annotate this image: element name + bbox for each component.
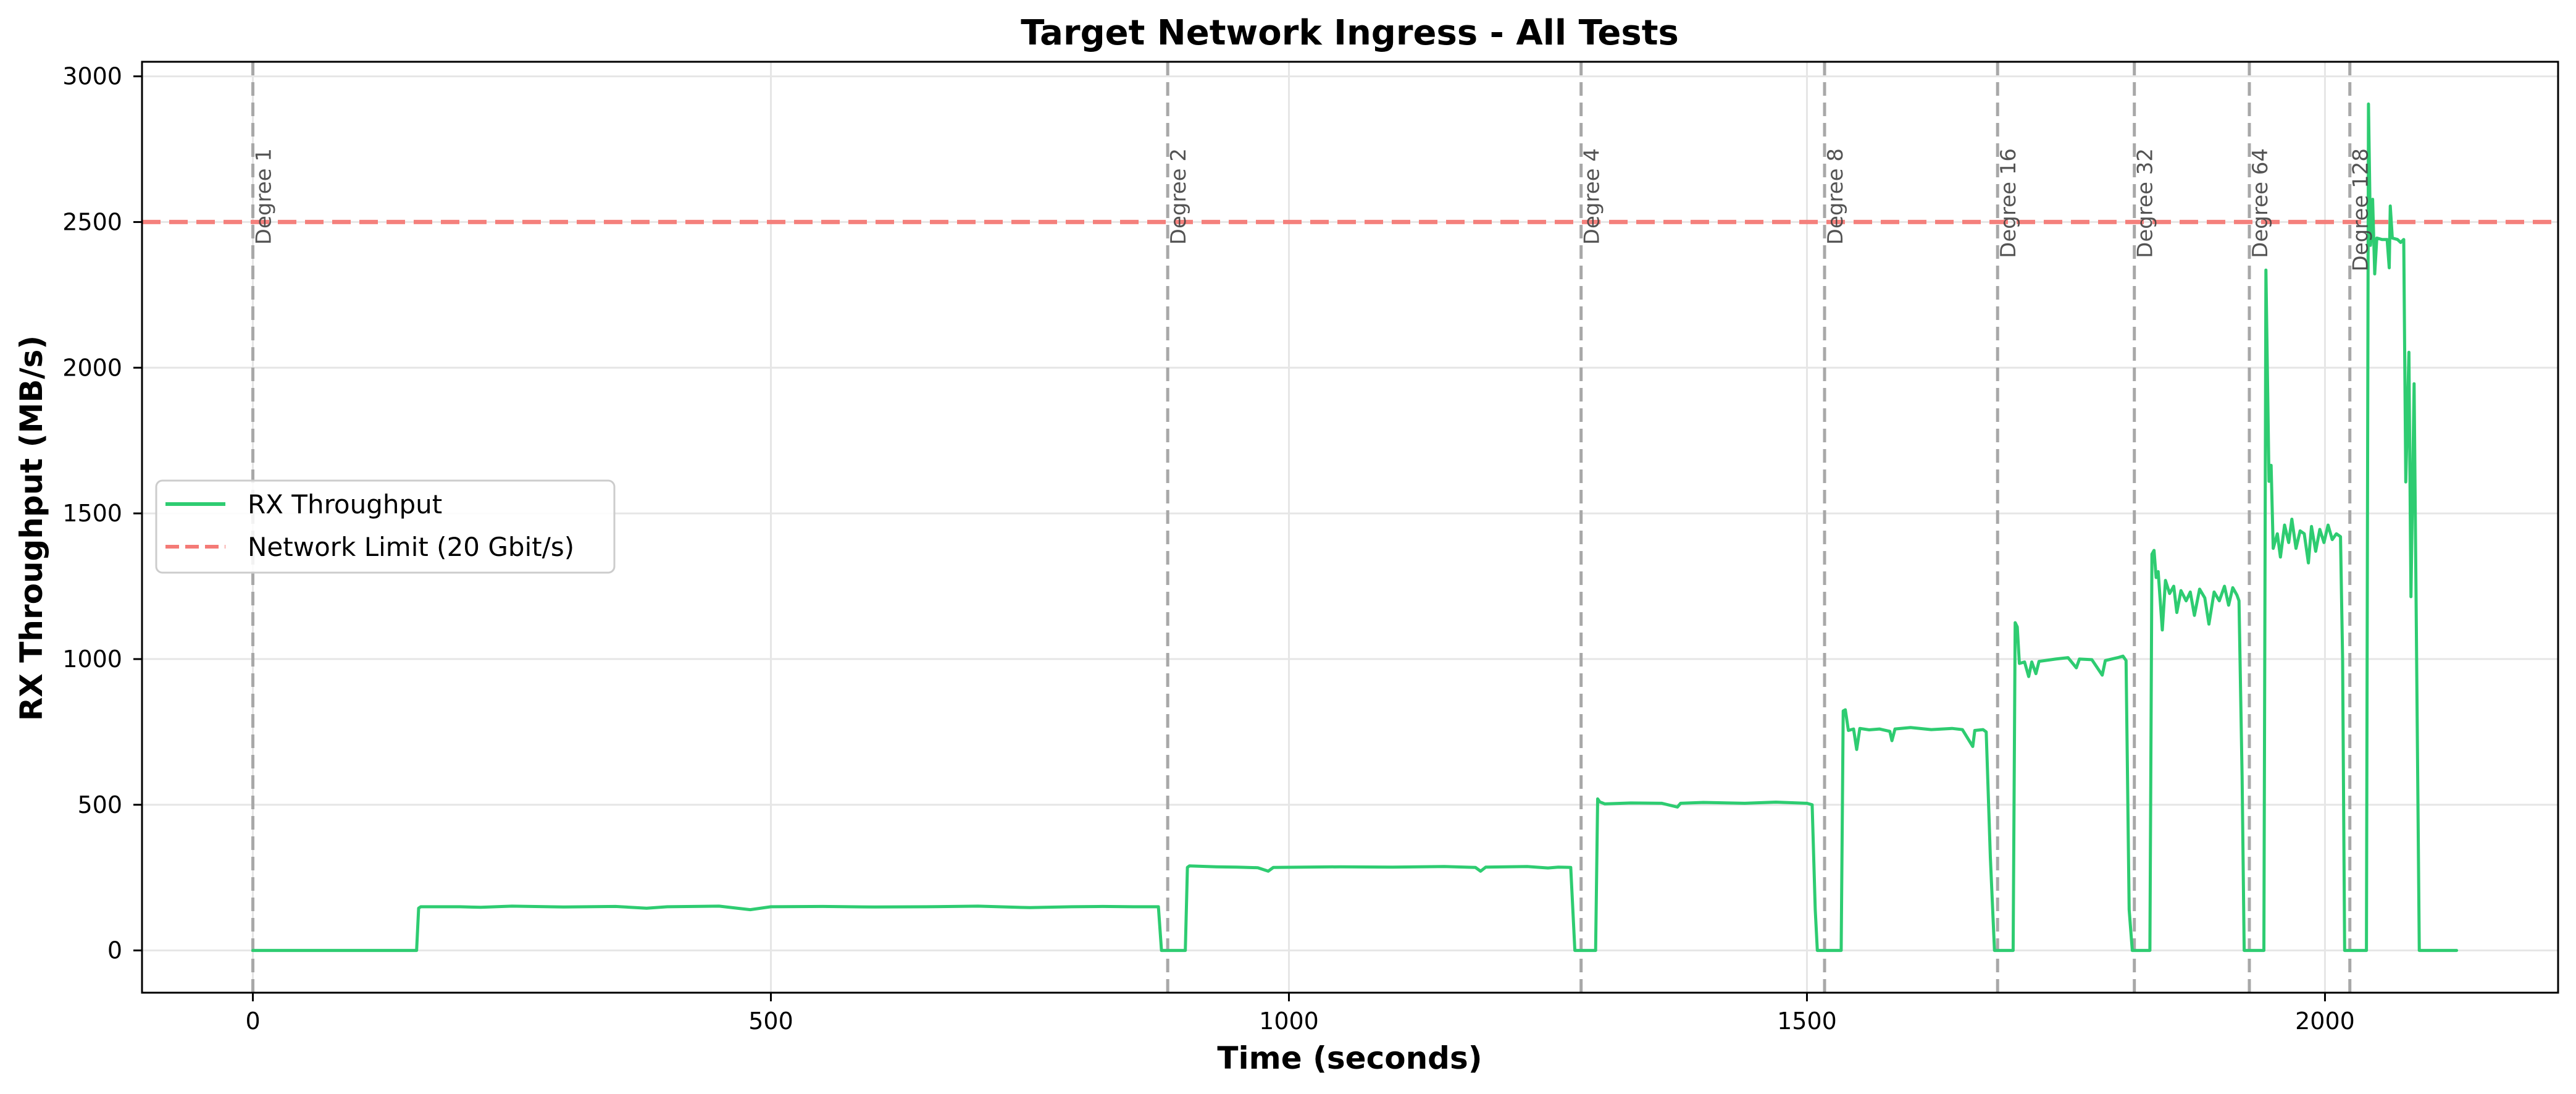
degree-label: Degree 64	[2248, 148, 2273, 258]
degree-labels: Degree 1 Degree 2 Degree 4 Degree 8 Degree 1…	[251, 148, 2373, 271]
x-axis-ticks: 0 500 1000 1500 2000	[245, 993, 2355, 1035]
y-tick-label: 1500	[62, 500, 122, 527]
x-tick-label: 2000	[2295, 1008, 2355, 1035]
x-axis-title: Time (seconds)	[1217, 1040, 1482, 1076]
rx-throughput-line	[251, 102, 2459, 953]
y-axis-title: RX Throughput (MB/s)	[14, 335, 49, 721]
plot-frame	[141, 61, 2559, 994]
x-tick-label: 1500	[1777, 1008, 1837, 1035]
degree-label: Degree 32	[2133, 148, 2158, 258]
rx-throughput-series	[251, 102, 2459, 953]
x-tick-label: 500	[748, 1008, 793, 1035]
y-tick-label: 2500	[62, 208, 122, 235]
degree-label: Degree 8	[1823, 148, 1848, 245]
y-tick-label: 1000	[62, 646, 122, 673]
degree-label: Degree 4	[1579, 148, 1604, 245]
x-tick-label: 0	[245, 1008, 260, 1035]
degree-label: Degree 128	[2349, 148, 2373, 271]
degree-markers	[251, 62, 2352, 993]
legend-rx-throughput-label: RX Throughput	[248, 489, 442, 520]
plot-area: Degree 1 Degree 2 Degree 4 Degree 8 Degree 1…	[141, 61, 2559, 994]
degree-label: Degree 16	[1996, 148, 2021, 258]
chart-title: Target Network Ingress - All Tests	[1021, 13, 1679, 53]
y-tick-label: 2000	[62, 354, 122, 381]
y-tick-label: 3000	[62, 63, 122, 90]
degree-label: Degree 2	[1166, 148, 1191, 245]
y-tick-label: 0	[107, 937, 122, 964]
legend-network-limit-label: Network Limit (20 Gbit/s)	[248, 532, 574, 562]
x-tick-label: 1000	[1259, 1008, 1319, 1035]
y-tick-label: 500	[77, 791, 122, 818]
legend-box	[155, 479, 616, 574]
legend: RX Throughput Network Limit (20 Gbit/s)	[155, 479, 616, 574]
y-axis-ticks: 0 500 1000 1500 2000 2500 3000	[62, 63, 142, 964]
degree-label: Degree 1	[251, 148, 276, 245]
